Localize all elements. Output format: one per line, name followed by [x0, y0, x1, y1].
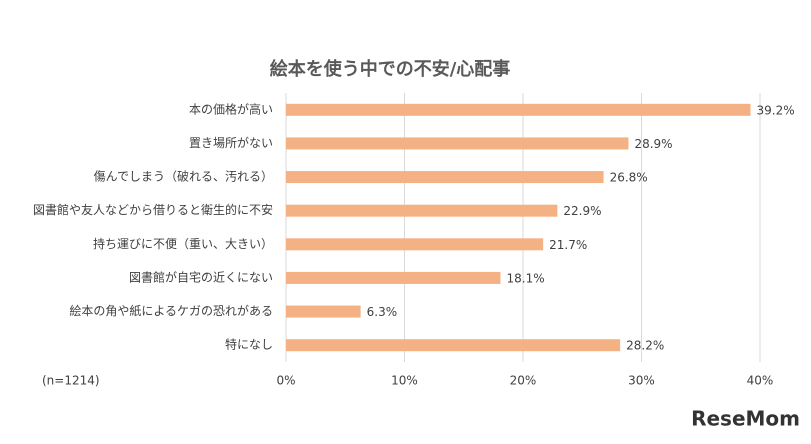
bar	[286, 339, 621, 352]
bar	[286, 271, 501, 284]
value-label: 18.1%	[506, 271, 544, 285]
x-tick-label: 0%	[276, 374, 295, 388]
bar	[286, 238, 544, 251]
x-tick-label: 20%	[510, 374, 537, 388]
y-tick-label: 持ち運びに不便（重い、大きい）	[93, 236, 273, 251]
x-tick-label: 10%	[391, 374, 418, 388]
y-tick-label: 傷んでしまう（破れる、汚れる）	[94, 169, 273, 184]
x-tick-label: 30%	[628, 374, 655, 388]
value-label: 28.2%	[626, 339, 664, 353]
bar	[286, 204, 558, 217]
x-tick-label: 40%	[747, 374, 774, 388]
value-label: 39.2%	[757, 103, 795, 117]
y-tick-label: 図書館が自宅の近くにない	[129, 269, 273, 284]
bar	[286, 305, 361, 318]
value-label: 22.9%	[563, 204, 601, 218]
value-label: 6.3%	[367, 305, 398, 319]
value-label: 26.8%	[610, 171, 648, 185]
watermark: ReseMom	[691, 407, 800, 431]
y-tick-label: 置き場所がない	[189, 135, 273, 150]
chart-title: 絵本を使う中での不安/心配事	[270, 58, 511, 80]
y-tick-label: 図書館や友人などから借りると衛生的に不安	[33, 202, 273, 217]
bar	[286, 103, 751, 116]
value-label: 21.7%	[549, 238, 587, 252]
annotation: (n=1214)	[42, 374, 100, 388]
bar	[286, 171, 604, 184]
value-label: 28.9%	[634, 137, 672, 151]
y-tick-label: 本の価格が高い	[189, 101, 273, 116]
y-tick-label: 絵本の角や紙によるケガの恐れがある	[69, 303, 273, 318]
y-tick-label: 特になし	[225, 337, 273, 352]
bar	[286, 137, 629, 150]
